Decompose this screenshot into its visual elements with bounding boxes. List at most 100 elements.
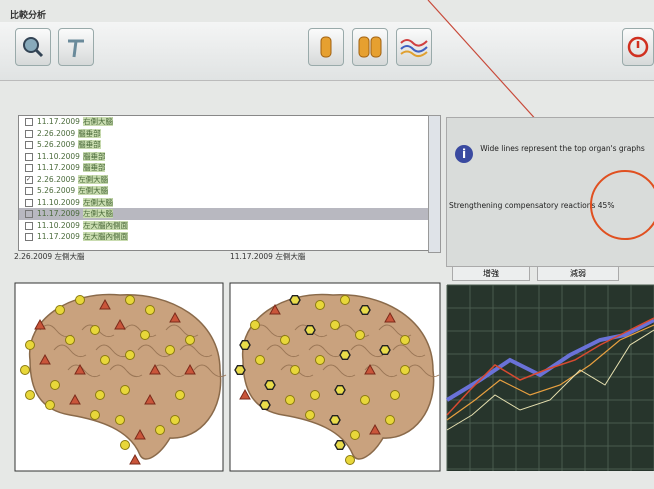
marker-circle: [25, 340, 35, 350]
checkbox[interactable]: [25, 118, 33, 126]
marker-triangle: [69, 393, 81, 405]
marker-triangle: [369, 423, 381, 435]
list-item[interactable]: 11.17.2009 左側大腦: [19, 208, 429, 220]
highlight-circle: [590, 170, 654, 240]
item-date: 11.10.2009: [37, 220, 80, 230]
list-item[interactable]: ✓ 2.26.2009 左側大腦: [19, 174, 429, 186]
info-panel: [446, 117, 654, 267]
marker-circle: [310, 390, 320, 400]
brain-fold: [53, 344, 87, 358]
brain-fold: [151, 364, 185, 378]
marker-circle: [95, 390, 105, 400]
checkbox[interactable]: [25, 141, 33, 149]
single-organ-button[interactable]: [308, 28, 344, 66]
strengthen-button[interactable]: 增強: [452, 266, 530, 281]
marker-circle: [120, 385, 130, 395]
brain-fold: [123, 324, 157, 338]
checkbox[interactable]: [25, 221, 33, 230]
list-item[interactable]: 2.26.2009 腦垂部: [19, 128, 429, 140]
marker-circle: [400, 335, 410, 345]
marker-triangle: [149, 363, 161, 375]
graph-panel: [447, 285, 654, 471]
marker-circle: [170, 415, 180, 425]
marker-hexagon: [334, 384, 346, 396]
checkbox[interactable]: [25, 210, 33, 218]
info-icon: i: [455, 145, 473, 163]
weaken-button[interactable]: 減弱: [537, 266, 619, 281]
checkbox[interactable]: [25, 187, 33, 195]
marker-circle: [255, 355, 265, 365]
marker-hexagon: [359, 304, 371, 316]
list-item[interactable]: 11.17.2009 右側大腦: [19, 116, 429, 128]
marker-circle: [290, 365, 300, 375]
marker-circle: [90, 410, 100, 420]
tool-button[interactable]: [58, 28, 94, 66]
brain-fold: [308, 344, 342, 358]
window-title: 比較分析: [10, 11, 47, 21]
item-name: 右側大腦: [82, 117, 113, 126]
marker-triangle: [169, 311, 181, 323]
list-item[interactable]: 5.26.2009 左側大腦: [19, 185, 429, 197]
brain-fold: [322, 364, 356, 378]
marker-circle: [175, 390, 185, 400]
checkbox[interactable]: [25, 198, 33, 207]
marker-triangle: [114, 318, 126, 330]
item-date: 11.17.2009: [37, 117, 80, 126]
brain-fold: [109, 364, 143, 378]
marker-triangle: [144, 393, 156, 405]
marker-circle: [25, 390, 35, 400]
brain-fold: [406, 364, 440, 378]
item-name: 腦垂部: [78, 140, 101, 149]
marker-circle: [185, 335, 195, 345]
graph-button[interactable]: [396, 28, 432, 66]
list-item[interactable]: 11.10.2009 左大腦內側面: [19, 220, 429, 232]
scrollbar[interactable]: [428, 115, 441, 253]
marker-hexagon: [264, 379, 276, 391]
brain-fold: [350, 344, 384, 358]
info-text: Wide lines represent the top organ's gra…: [480, 144, 645, 153]
item-date: 5.26.2009: [37, 140, 76, 149]
marker-circle: [100, 355, 110, 365]
marker-hexagon: [234, 364, 246, 376]
item-name: 左大腦內側面: [82, 232, 128, 241]
marker-circle: [400, 365, 410, 375]
list-item[interactable]: 11.17.2009 左大腦內側面: [19, 231, 429, 243]
marker-circle: [350, 430, 360, 440]
marker-triangle: [384, 311, 396, 323]
marker-circle: [65, 335, 75, 345]
item-name: 左側大腦: [82, 209, 113, 218]
marker-hexagon: [259, 399, 271, 411]
marker-circle: [165, 345, 175, 355]
item-name: 左側大腦: [78, 186, 109, 195]
item-name: 左側大腦: [82, 197, 113, 207]
marker-hexagon: [329, 414, 341, 426]
marker-circle: [340, 295, 350, 305]
checkbox[interactable]: [25, 164, 33, 172]
checkbox[interactable]: [25, 129, 33, 138]
checkbox[interactable]: [25, 152, 33, 161]
list-item[interactable]: 11.10.2009 腦垂部: [19, 151, 429, 163]
brain-fold: [95, 344, 129, 358]
list-item[interactable]: 11.10.2009 左側大腦: [19, 197, 429, 209]
record-list[interactable]: 11.17.2009 右側大腦 2.26.2009 腦垂部 5.26.2009 腦垂部 11…: [18, 115, 430, 251]
item-name: 腦垂部: [82, 163, 106, 172]
checkbox[interactable]: ✓: [25, 175, 33, 184]
search-button[interactable]: [15, 28, 51, 66]
marker-triangle: [129, 453, 141, 465]
marker-triangle: [239, 388, 251, 400]
marker-circle: [155, 425, 165, 435]
item-date: 2.26.2009: [37, 128, 76, 138]
item-date: 11.17.2009: [37, 209, 80, 218]
list-item[interactable]: 5.26.2009 腦垂部: [19, 139, 429, 151]
marker-triangle: [134, 428, 146, 440]
brain-fold: [266, 344, 300, 358]
checkbox[interactable]: [25, 233, 33, 241]
panel-label: 2.26.2009 左側大腦: [14, 252, 85, 261]
marker-triangle: [184, 363, 196, 375]
list-item[interactable]: 11.17.2009 腦垂部: [19, 162, 429, 174]
marker-triangle: [39, 353, 51, 365]
compare-organs-button[interactable]: [352, 28, 388, 66]
